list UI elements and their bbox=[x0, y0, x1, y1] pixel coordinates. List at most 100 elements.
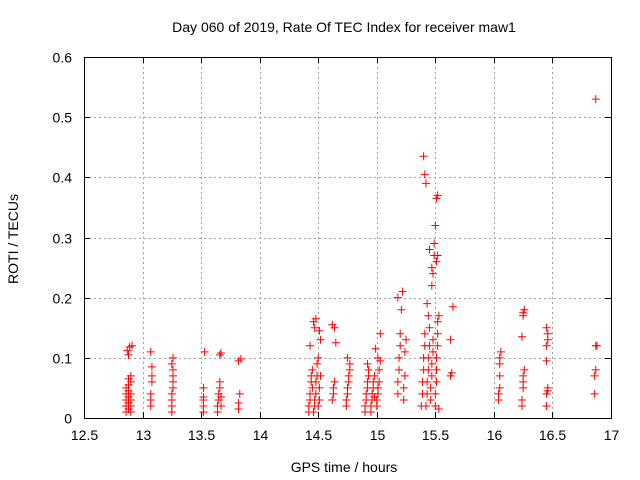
data-point bbox=[344, 371, 353, 380]
data-point bbox=[147, 362, 156, 371]
data-point bbox=[215, 350, 224, 359]
data-point bbox=[217, 349, 226, 358]
data-point bbox=[427, 281, 436, 290]
y-tick-labels: 0 0.1 0.2 0.3 0.4 0.5 0.6 bbox=[53, 50, 73, 427]
y-tick-label: 0.1 bbox=[53, 351, 73, 367]
data-point bbox=[376, 329, 385, 338]
data-point bbox=[419, 152, 428, 161]
data-point bbox=[199, 383, 208, 392]
data-point bbox=[427, 371, 436, 380]
data-point bbox=[311, 377, 320, 386]
data-point bbox=[495, 383, 504, 392]
data-point bbox=[311, 314, 320, 323]
data-point bbox=[364, 365, 373, 374]
data-point bbox=[424, 311, 433, 320]
data-point bbox=[398, 287, 407, 296]
data-point bbox=[425, 323, 434, 332]
data-point bbox=[448, 302, 457, 311]
y-tick-label: 0.4 bbox=[53, 170, 73, 186]
x-tick-label: 14 bbox=[253, 427, 269, 443]
data-point bbox=[517, 332, 526, 341]
y-tick-label: 0.3 bbox=[53, 231, 73, 247]
data-point bbox=[433, 317, 442, 326]
data-point bbox=[393, 293, 402, 302]
data-point bbox=[331, 338, 340, 347]
data-point bbox=[313, 359, 322, 368]
data-point bbox=[542, 323, 551, 332]
data-point bbox=[432, 353, 441, 362]
data-point bbox=[421, 401, 430, 410]
data-point bbox=[432, 257, 441, 266]
data-point bbox=[542, 341, 551, 350]
data-point bbox=[169, 353, 178, 362]
data-point bbox=[395, 353, 404, 362]
y-axis-title: ROTI / TECUs bbox=[5, 194, 21, 284]
data-point bbox=[400, 371, 409, 380]
data-point bbox=[432, 365, 441, 374]
data-point bbox=[590, 389, 599, 398]
data-point bbox=[425, 245, 434, 254]
chart-title: Day 060 of 2019, Rate Of TEC Index for r… bbox=[172, 19, 516, 35]
data-point bbox=[446, 335, 455, 344]
data-point bbox=[431, 389, 440, 398]
data-point bbox=[147, 371, 156, 380]
data-point bbox=[328, 395, 337, 404]
data-point bbox=[310, 323, 319, 332]
data-point bbox=[343, 353, 352, 362]
x-tick-label: 15.5 bbox=[422, 427, 449, 443]
data-point bbox=[591, 365, 600, 374]
data-point bbox=[495, 371, 504, 380]
y-tick-label: 0.6 bbox=[53, 50, 73, 66]
data-point bbox=[363, 359, 372, 368]
data-point bbox=[428, 347, 437, 356]
data-point bbox=[433, 329, 442, 338]
data-point bbox=[217, 392, 226, 401]
data-point bbox=[520, 305, 529, 314]
x-tick-label: 16.5 bbox=[539, 427, 566, 443]
data-point bbox=[496, 347, 505, 356]
data-point bbox=[330, 377, 339, 386]
x-tick-label: 17 bbox=[604, 427, 620, 443]
data-point bbox=[399, 395, 408, 404]
data-point bbox=[424, 365, 433, 374]
data-point bbox=[423, 389, 432, 398]
y-tick-label: 0 bbox=[64, 411, 72, 427]
data-point bbox=[495, 353, 504, 362]
data-point bbox=[396, 329, 405, 338]
data-point bbox=[393, 377, 402, 386]
data-point bbox=[424, 353, 433, 362]
data-point bbox=[432, 377, 441, 386]
data-point bbox=[375, 365, 384, 374]
data-point bbox=[434, 311, 443, 320]
data-point bbox=[167, 389, 176, 398]
data-point bbox=[316, 371, 325, 380]
data-point bbox=[373, 383, 382, 392]
data-point bbox=[316, 335, 325, 344]
data-point bbox=[314, 353, 323, 362]
data-point bbox=[199, 392, 208, 401]
data-point bbox=[308, 383, 317, 392]
x-tick-label: 12.5 bbox=[71, 427, 98, 443]
data-point bbox=[146, 347, 155, 356]
data-point bbox=[234, 398, 243, 407]
data-point bbox=[393, 389, 402, 398]
data-point bbox=[128, 341, 137, 350]
data-point bbox=[372, 395, 381, 404]
data-point bbox=[426, 395, 435, 404]
data-point bbox=[592, 341, 601, 350]
data-point bbox=[343, 383, 352, 392]
data-point bbox=[427, 359, 436, 368]
data-point bbox=[169, 365, 178, 374]
data-point bbox=[371, 344, 380, 353]
data-point bbox=[542, 401, 551, 410]
data-point bbox=[376, 356, 385, 365]
data-point bbox=[315, 383, 324, 392]
y-tick-label: 0.2 bbox=[53, 291, 73, 307]
data-point bbox=[520, 365, 529, 374]
data-point bbox=[309, 407, 318, 416]
x-tick-labels: 12.5 13 13.5 14 14.5 15 15.5 16 16.5 17 bbox=[71, 427, 620, 443]
x-tick-label: 13 bbox=[136, 427, 152, 443]
x-tick-label: 14.5 bbox=[305, 427, 332, 443]
data-point bbox=[423, 299, 432, 308]
data-point bbox=[126, 371, 135, 380]
